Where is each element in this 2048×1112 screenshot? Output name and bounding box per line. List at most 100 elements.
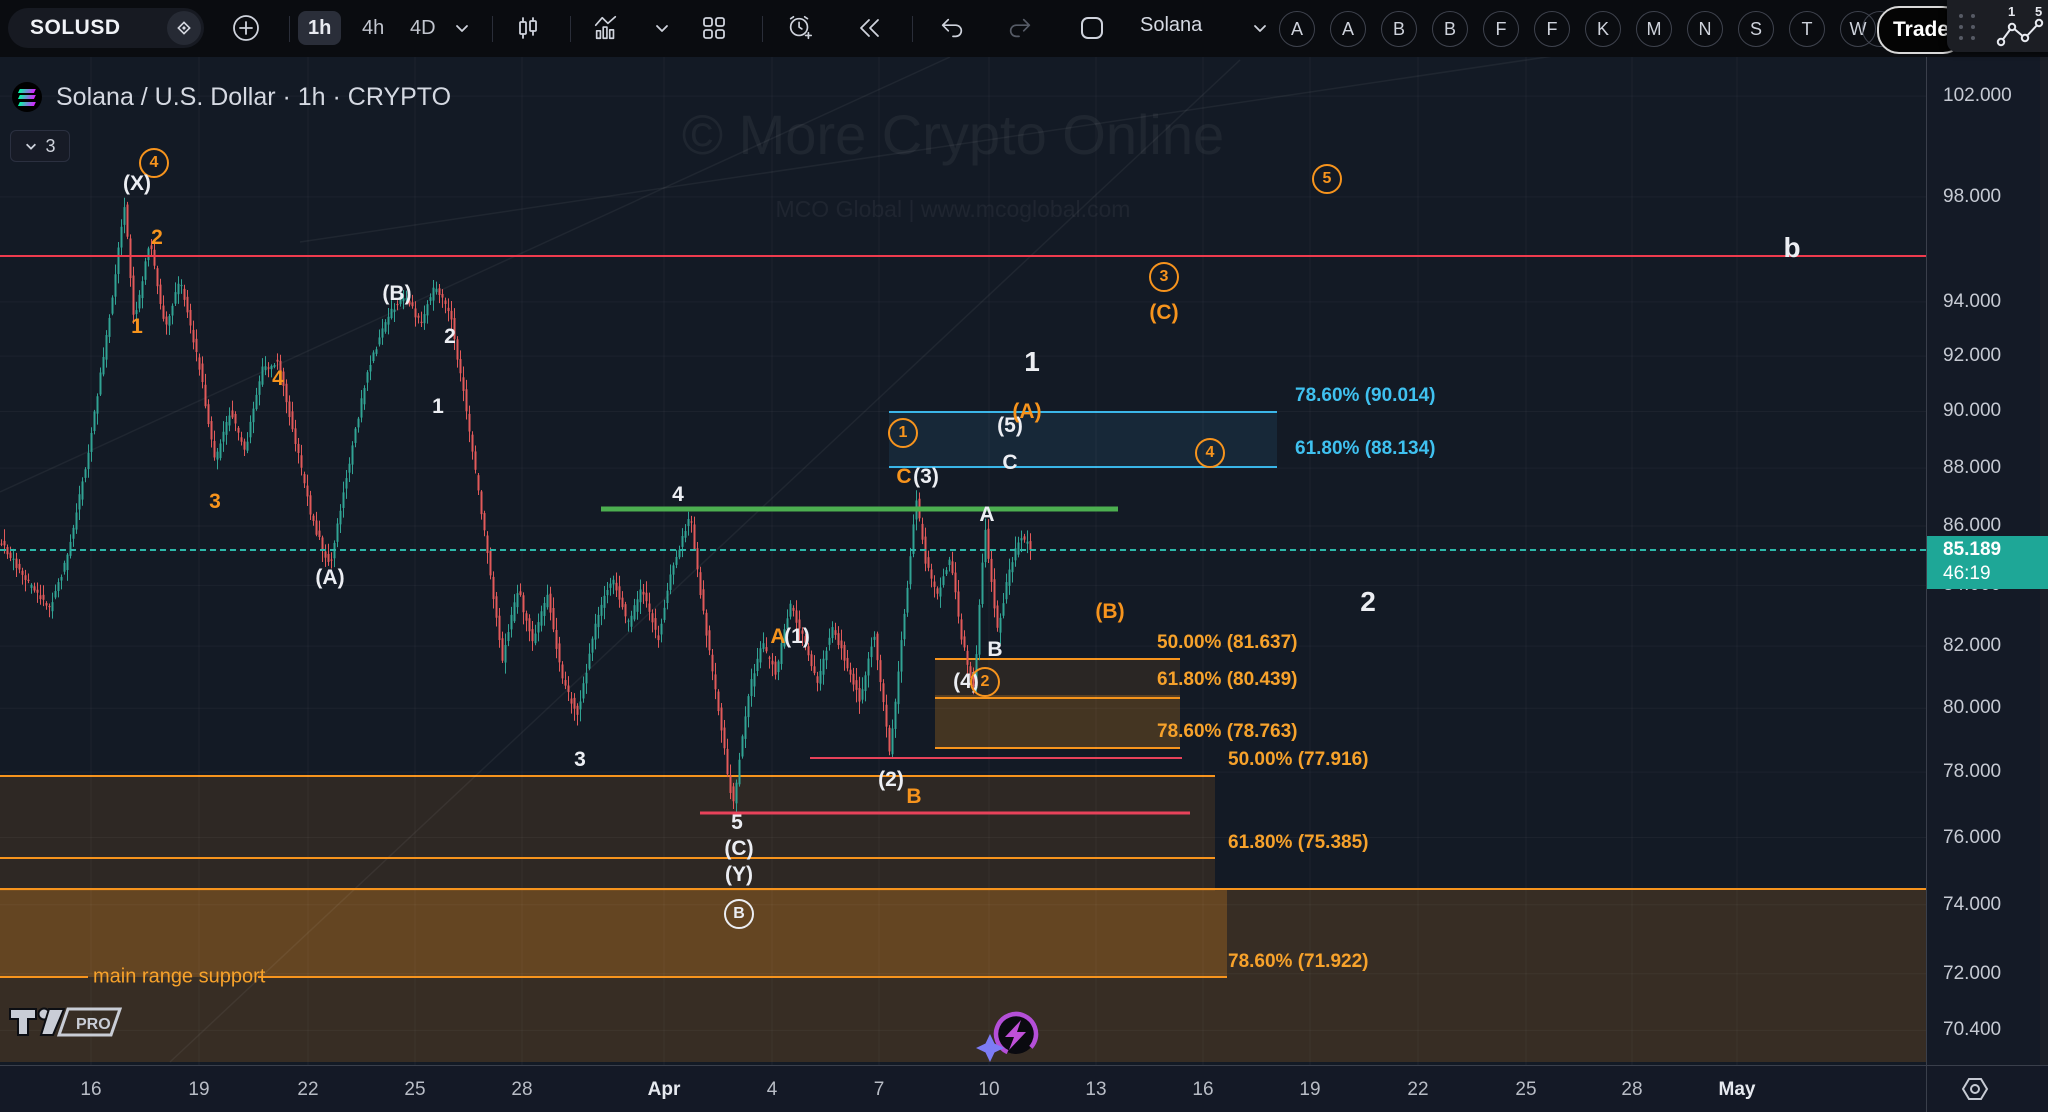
- drag-handle-icon[interactable]: [1959, 14, 1975, 40]
- main-range-support-label[interactable]: main range support: [93, 965, 266, 988]
- wave-label-B[interactable]: B: [724, 899, 754, 929]
- wave2-target-box[interactable]: [0, 775, 1215, 891]
- red-support-line-1[interactable]: [810, 757, 1182, 759]
- redo-icon[interactable]: [1006, 14, 1034, 42]
- wave-label-1[interactable]: 1: [432, 395, 444, 418]
- wave-label-C[interactable]: (C): [1149, 301, 1179, 324]
- wave-2-retrace-fib-label-61.80%[interactable]: 61.80% (75.385): [1228, 832, 1369, 853]
- chart-legend[interactable]: Solana / U.S. Dollar · 1h · CRYPTO: [12, 82, 451, 112]
- axis-settings-gear-icon[interactable]: [1958, 1072, 1992, 1111]
- red-support-line-2[interactable]: [700, 811, 1190, 815]
- wave-label-4[interactable]: 4: [672, 483, 684, 506]
- symbol-diamond-icon[interactable]: [167, 11, 201, 45]
- symbol-name-chevron-icon[interactable]: [1246, 14, 1274, 42]
- wave-b-retrace-fib-label-78.60%[interactable]: 78.60% (90.014): [1295, 385, 1436, 406]
- wave-label-4[interactable]: 4: [272, 367, 284, 390]
- resistance-line[interactable]: [0, 255, 1926, 257]
- wave-label-5[interactable]: 5: [731, 811, 743, 834]
- undo-icon[interactable]: [938, 14, 966, 42]
- fib-box-orange-lower[interactable]: [935, 695, 1180, 749]
- wave-label-1[interactable]: 1: [131, 315, 143, 338]
- current-price-line[interactable]: [0, 549, 1926, 551]
- indicators-chevron-down-icon[interactable]: [648, 14, 676, 42]
- symbol-search-button[interactable]: SOLUSD: [8, 8, 204, 48]
- wave-label-1[interactable]: (1): [784, 625, 810, 648]
- wave-label-3[interactable]: (3): [913, 465, 939, 488]
- range-top-line[interactable]: [0, 888, 1926, 890]
- layout-tab-k-6[interactable]: K: [1585, 11, 1621, 47]
- wave-label-C[interactable]: (C): [724, 837, 754, 860]
- layout-tab-f-4[interactable]: F: [1483, 11, 1519, 47]
- wave-label-B[interactable]: B: [987, 638, 1003, 661]
- layout-tab-s-9[interactable]: S: [1738, 11, 1774, 47]
- layout-tab-a-0[interactable]: A: [1279, 11, 1315, 47]
- wave-label-4[interactable]: 4: [1195, 438, 1225, 468]
- wave-label-A[interactable]: A: [979, 503, 995, 526]
- indicators-collapse-button[interactable]: 3: [10, 130, 70, 162]
- wave-label-3[interactable]: 3: [1149, 262, 1179, 292]
- chart-title[interactable]: Solana / U.S. Dollar · 1h · CRYPTO: [56, 82, 452, 111]
- layout-tab-a-1[interactable]: A: [1330, 11, 1366, 47]
- layout-tab-f-5[interactable]: F: [1534, 11, 1570, 47]
- main-range-support-line-a[interactable]: [0, 976, 88, 978]
- fib-61-75-line[interactable]: [0, 857, 1215, 859]
- compare-add-symbol-icon[interactable]: [232, 14, 260, 42]
- candlestick-style-icon[interactable]: [514, 14, 542, 42]
- wave-4-retrace-fib-label-61.80%[interactable]: 61.80% (80.439): [1157, 669, 1298, 690]
- wave-4-retrace-fib-label-78.60%[interactable]: 78.60% (78.763): [1157, 721, 1298, 742]
- layout-tab-t-10[interactable]: T: [1789, 11, 1825, 47]
- main-range-support-line-b[interactable]: [258, 976, 1227, 978]
- symbol-name-dropdown[interactable]: Solana: [1140, 14, 1203, 36]
- wave-label-2[interactable]: 2: [151, 226, 163, 249]
- wave-label-2[interactable]: 2: [1360, 586, 1376, 617]
- interval-chevron-down-icon[interactable]: [448, 14, 476, 42]
- layout-grid-icon[interactable]: [700, 14, 728, 42]
- hotlist-square-icon[interactable]: [1078, 14, 1106, 42]
- wave-label-B[interactable]: B: [906, 785, 922, 808]
- wave-label-3[interactable]: 3: [574, 748, 586, 771]
- wave-label-C[interactable]: C: [1002, 451, 1018, 474]
- wave-label-Y[interactable]: (Y): [725, 863, 753, 886]
- interval-4h-button[interactable]: 4h: [362, 16, 385, 39]
- interval-1h-button[interactable]: 1h: [298, 11, 342, 45]
- wave-label-b[interactable]: b: [1783, 232, 1801, 263]
- wave-2-retrace-fib-label-50.00%[interactable]: 50.00% (77.916): [1228, 749, 1369, 770]
- wave-label-5[interactable]: (5): [997, 414, 1023, 437]
- layout-tab-b-3[interactable]: B: [1432, 11, 1468, 47]
- layout-tab-n-8[interactable]: N: [1687, 11, 1723, 47]
- tradingview-pro-logo[interactable]: PRO: [8, 1002, 148, 1043]
- interval-4d-button[interactable]: 4D: [410, 16, 436, 39]
- chart-pane[interactable]: [0, 57, 1926, 1065]
- indicators-icon[interactable]: [592, 14, 620, 42]
- wave-label-B[interactable]: (B): [382, 282, 412, 305]
- alert-clock-plus-icon[interactable]: [786, 14, 814, 42]
- wave-label-A[interactable]: (A): [1012, 400, 1042, 423]
- wave-label-2[interactable]: 2: [970, 667, 1000, 697]
- time-axis[interactable]: 16 19 22 25 28 Apr 4 7 10 13 16 19 22 25 28 May: [0, 1065, 1926, 1112]
- wave-label-1[interactable]: 1: [888, 418, 918, 448]
- layout-tab-m-7[interactable]: M: [1636, 11, 1672, 47]
- wave-2-retrace-fib-label-78.60%[interactable]: 78.60% (71.922): [1228, 951, 1369, 972]
- price-axis-label: 74.000: [1943, 893, 2002, 915]
- wave-label-2[interactable]: (2): [878, 768, 904, 791]
- bar-replay-icon[interactable]: [856, 14, 884, 42]
- wave-label-4[interactable]: 4: [139, 148, 169, 178]
- wave-label-3[interactable]: 3: [209, 490, 221, 513]
- wave-label-B[interactable]: (B): [1095, 600, 1125, 623]
- green-breakout-line[interactable]: [601, 506, 1118, 512]
- mco-lightning-logo: [976, 1008, 1042, 1069]
- wave-label-C[interactable]: C: [896, 465, 912, 488]
- wave-label-1[interactable]: 1: [1024, 346, 1040, 377]
- support-band[interactable]: [0, 889, 1926, 1062]
- time-axis-label: May: [1718, 1078, 1756, 1100]
- wave-b-retrace-fib-label-61.80%[interactable]: 61.80% (88.134): [1295, 438, 1436, 459]
- wave-tool-floating-panel[interactable]: 1 5: [1947, 0, 2048, 52]
- wave-label-5[interactable]: 5: [1312, 164, 1342, 194]
- wave-label-A[interactable]: (A): [315, 566, 345, 589]
- wave-4-retrace-fib-label-50.00%[interactable]: 50.00% (81.637): [1157, 632, 1298, 653]
- layout-tab-b-2[interactable]: B: [1381, 11, 1417, 47]
- wave-label-X[interactable]: (X): [123, 172, 151, 195]
- main-range-box[interactable]: [0, 889, 1227, 977]
- wave-label-2[interactable]: 2: [444, 325, 456, 348]
- price-axis[interactable]: 102.000 98.000 94.000 92.000 90.000 88.000 86.…: [1926, 57, 2048, 1065]
